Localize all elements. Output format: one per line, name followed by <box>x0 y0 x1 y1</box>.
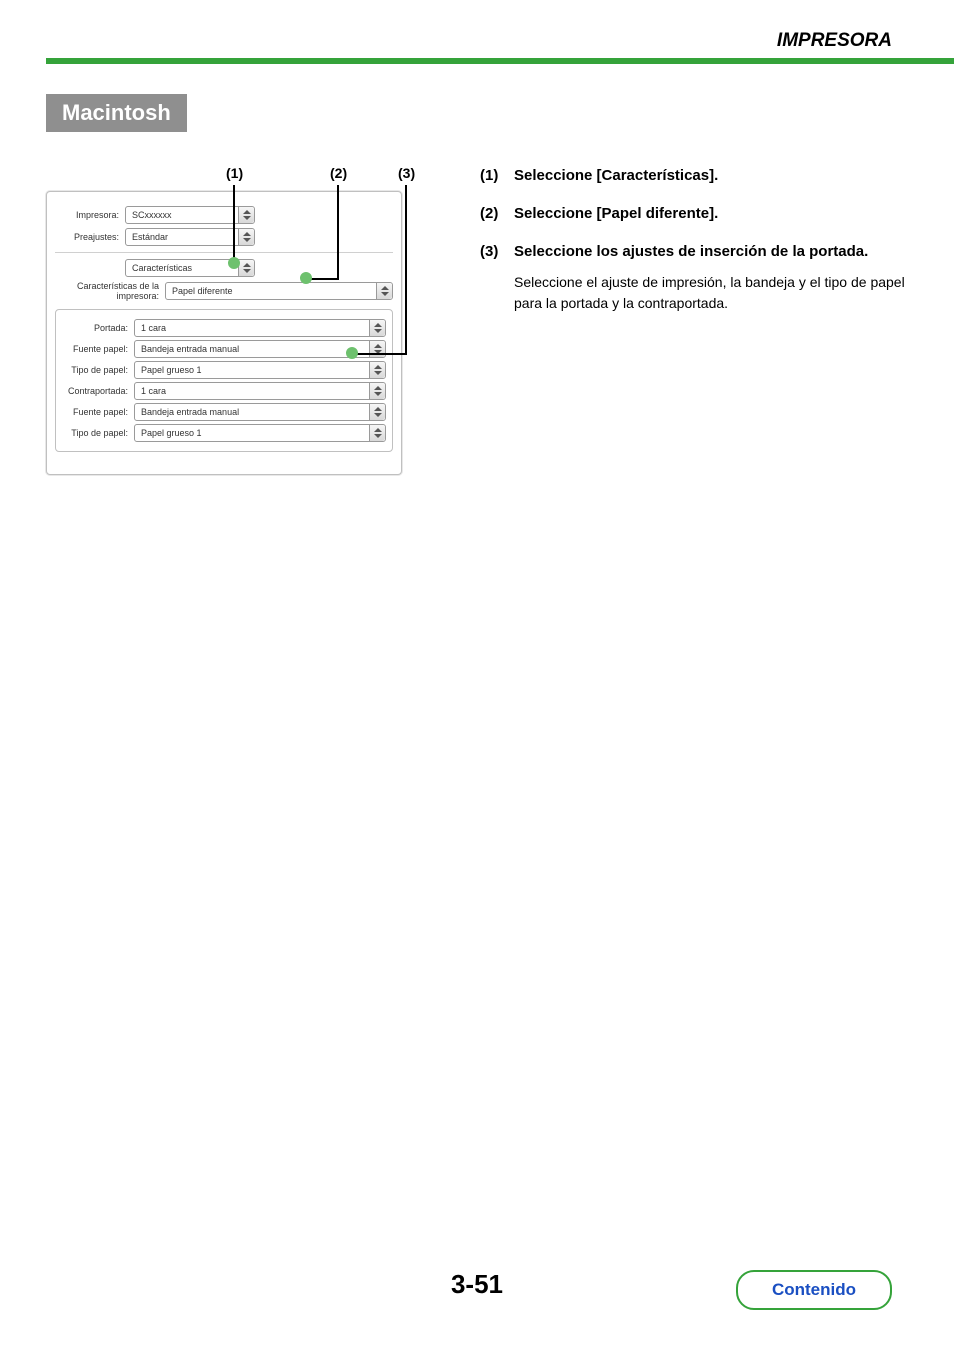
row-value: Papel grueso 1 <box>141 428 202 438</box>
instructions-column: (1) Seleccione [Características]. (2) Se… <box>480 165 908 475</box>
feature-select[interactable]: Papel diferente <box>165 282 393 300</box>
step-1-title: Seleccione [Características]. <box>514 165 908 187</box>
updown-icon <box>376 283 392 299</box>
preajustes-select[interactable]: Estándar <box>125 228 255 246</box>
updown-icon <box>369 320 385 336</box>
row-label: Fuente papel: <box>62 344 134 354</box>
callout-3-leader-h <box>353 353 407 355</box>
cover-settings-box: Portada: 1 cara Fuente papel: Bandeja en… <box>55 309 393 452</box>
step-2-title: Seleccione [Papel diferente]. <box>514 203 908 225</box>
tipo-papel-select[interactable]: Papel grueso 1 <box>134 361 386 379</box>
impresora-label: Impresora: <box>55 210 125 220</box>
callout-2-dot <box>300 272 312 284</box>
panel-value: Características <box>132 263 192 273</box>
header-title: IMPRESORA <box>777 30 892 52</box>
impresora-value: SCxxxxxx <box>132 210 172 220</box>
tipo-papel-2-select[interactable]: Papel grueso 1 <box>134 424 386 442</box>
updown-icon <box>369 425 385 441</box>
row-value: Papel grueso 1 <box>141 365 202 375</box>
updown-icon <box>238 229 254 245</box>
row-label: Portada: <box>62 323 134 333</box>
updown-icon <box>369 404 385 420</box>
updown-icon <box>369 383 385 399</box>
row-label: Contraportada: <box>62 386 134 396</box>
row-label: Tipo de papel: <box>62 428 134 438</box>
updown-icon <box>238 207 254 223</box>
feature-value: Papel diferente <box>172 286 233 296</box>
row-value: 1 cara <box>141 323 166 333</box>
steps-list: (1) Seleccione [Características]. (2) Se… <box>480 165 908 314</box>
callout-2-label: (2) <box>330 165 347 181</box>
contents-link[interactable]: Contenido <box>736 1270 892 1310</box>
callout-1-leader <box>233 185 235 261</box>
portada-select[interactable]: 1 cara <box>134 319 386 337</box>
contraportada-select[interactable]: 1 cara <box>134 382 386 400</box>
step-2: (2) Seleccione [Papel diferente]. <box>480 203 908 229</box>
row-value: Bandeja entrada manual <box>141 344 239 354</box>
fuente-papel-2-select[interactable]: Bandeja entrada manual <box>134 403 386 421</box>
preajustes-label: Preajustes: <box>55 232 125 242</box>
feature-label: Características de la impresora: <box>55 281 165 301</box>
step-3: (3) Seleccione los ajustes de inserción … <box>480 241 908 315</box>
row-label: Fuente papel: <box>62 407 134 417</box>
screenshot-column: (1) (2) (3) Impresora: SCxxxxxx Preajust… <box>46 165 428 475</box>
row-value: 1 cara <box>141 386 166 396</box>
step-2-num: (2) <box>480 203 514 229</box>
updown-icon <box>369 362 385 378</box>
section-tag-macintosh: Macintosh <box>46 94 187 132</box>
callout-3-dot <box>346 347 358 359</box>
step-1-num: (1) <box>480 165 514 191</box>
step-3-desc: Seleccione el ajuste de impresión, la ba… <box>514 272 908 314</box>
callout-row: (1) (2) (3) <box>46 165 428 191</box>
header-divider-bar <box>46 58 954 64</box>
updown-icon <box>238 260 254 276</box>
callout-1-label: (1) <box>226 165 243 181</box>
callout-3-label: (3) <box>398 165 415 181</box>
impresora-select[interactable]: SCxxxxxx <box>125 206 255 224</box>
step-3-title: Seleccione los ajustes de inserción de l… <box>514 241 908 263</box>
step-1: (1) Seleccione [Características]. <box>480 165 908 191</box>
row-label: Tipo de papel: <box>62 365 134 375</box>
callout-1-dot <box>228 257 240 269</box>
callout-3-leader <box>405 185 407 355</box>
row-value: Bandeja entrada manual <box>141 407 239 417</box>
step-3-num: (3) <box>480 241 514 315</box>
preajustes-value: Estándar <box>132 232 168 242</box>
callout-2-leader <box>337 185 339 280</box>
print-dialog-mock: Impresora: SCxxxxxx Preajustes: Estándar… <box>46 191 402 475</box>
dialog-divider <box>55 252 393 253</box>
